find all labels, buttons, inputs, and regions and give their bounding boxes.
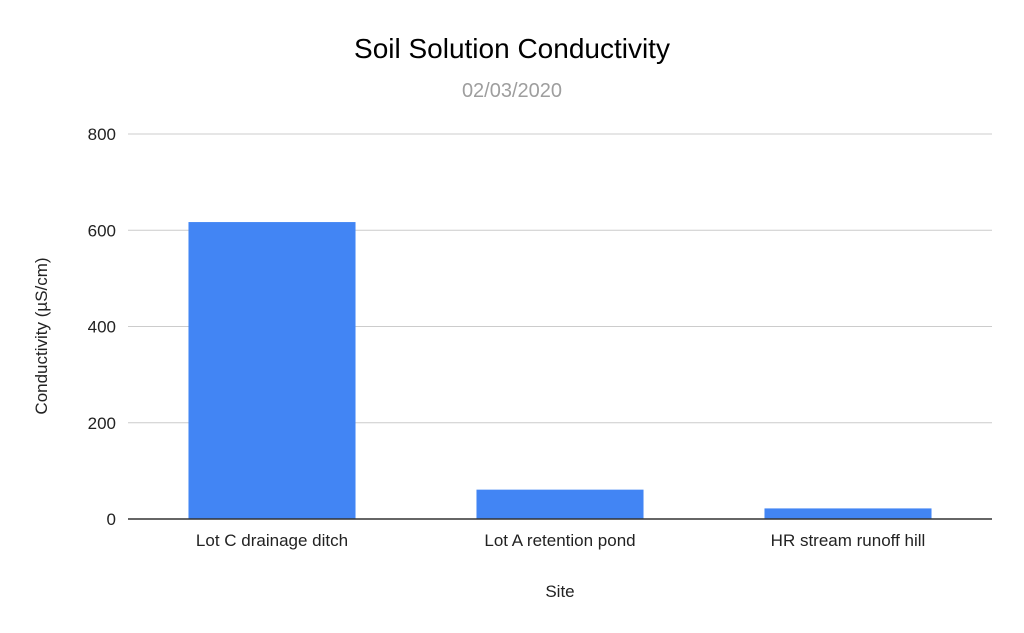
y-tick-label: 800 — [88, 125, 116, 144]
chart-subtitle: 02/03/2020 — [462, 80, 562, 102]
x-axis-label: Site — [545, 582, 574, 601]
bar — [476, 489, 644, 519]
y-tick-label: 200 — [88, 414, 116, 433]
bar — [188, 222, 356, 519]
chart-title: Soil Solution Conductivity — [354, 33, 670, 64]
x-tick-labels: Lot C drainage ditch Lot A retention pond… — [196, 531, 925, 550]
x-tick-label: Lot C drainage ditch — [196, 531, 348, 550]
y-tick-label: 0 — [107, 510, 116, 529]
y-tick-label: 600 — [88, 221, 116, 240]
y-tick-labels: 0 200 400 600 800 — [88, 125, 116, 529]
x-tick-label: Lot A retention pond — [484, 531, 635, 550]
y-axis-label: Conductivity (µS/cm) — [32, 257, 51, 414]
x-tick-label: HR stream runoff hill — [771, 531, 926, 550]
bars — [188, 222, 932, 519]
bar — [764, 508, 932, 519]
y-tick-label: 400 — [88, 318, 116, 337]
